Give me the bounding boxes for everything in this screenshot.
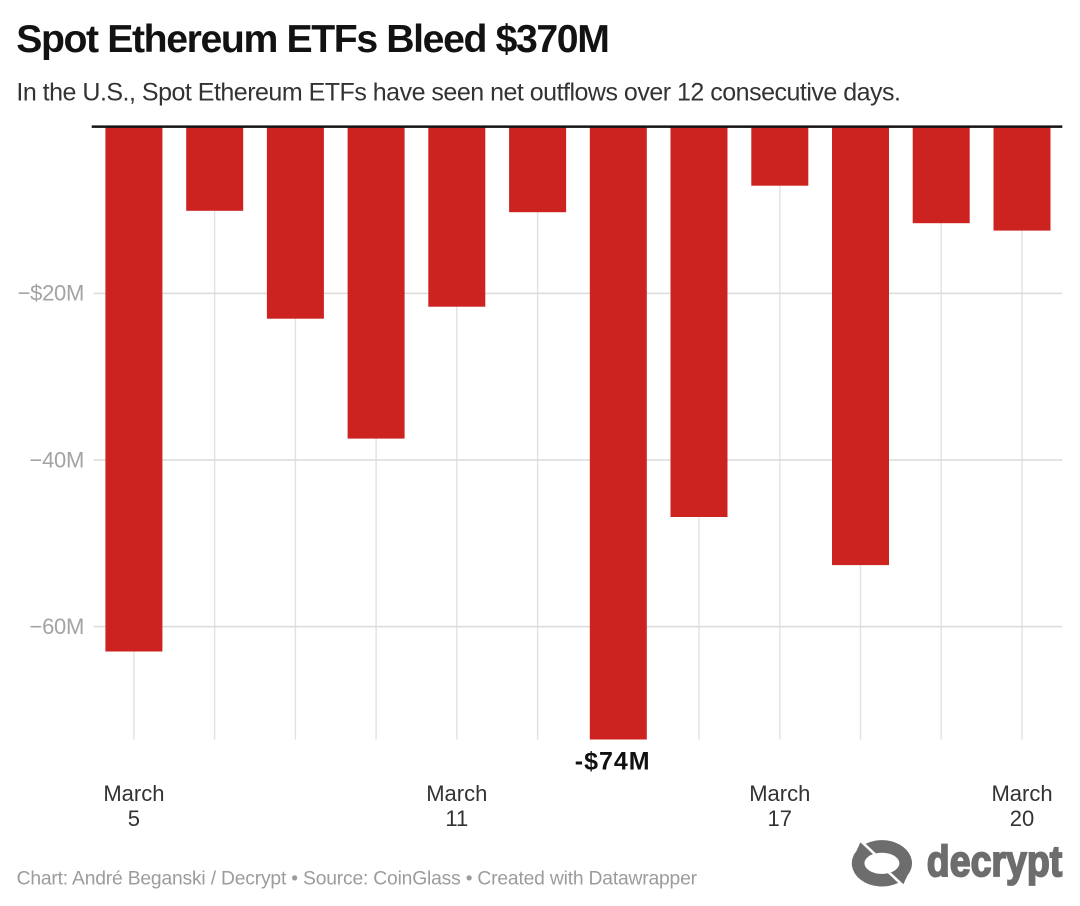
svg-text:Spot Ethereum ETFs Bleed $370M: Spot Ethereum ETFs Bleed $370M (16, 18, 608, 61)
svg-text:-$74M: -$74M (575, 748, 651, 776)
svg-text:−$20M: −$20M (18, 281, 84, 306)
svg-text:17: 17 (768, 806, 792, 831)
svg-text:−40M: −40M (30, 447, 84, 472)
svg-text:11: 11 (445, 806, 468, 831)
svg-text:decrypt: decrypt (927, 837, 1063, 886)
svg-text:5: 5 (128, 806, 140, 831)
svg-text:Chart: André Beganski / Decryp: Chart: André Beganski / Decrypt • Source… (17, 868, 698, 889)
svg-text:March: March (991, 781, 1052, 806)
svg-text:−60M: −60M (30, 614, 84, 639)
svg-text:March: March (103, 781, 164, 806)
svg-text:In the U.S., Spot Ethereum ETF: In the U.S., Spot Ethereum ETFs have see… (16, 79, 900, 107)
svg-text:20: 20 (1010, 806, 1034, 831)
svg-text:March: March (426, 781, 487, 806)
svg-text:March: March (749, 781, 810, 806)
